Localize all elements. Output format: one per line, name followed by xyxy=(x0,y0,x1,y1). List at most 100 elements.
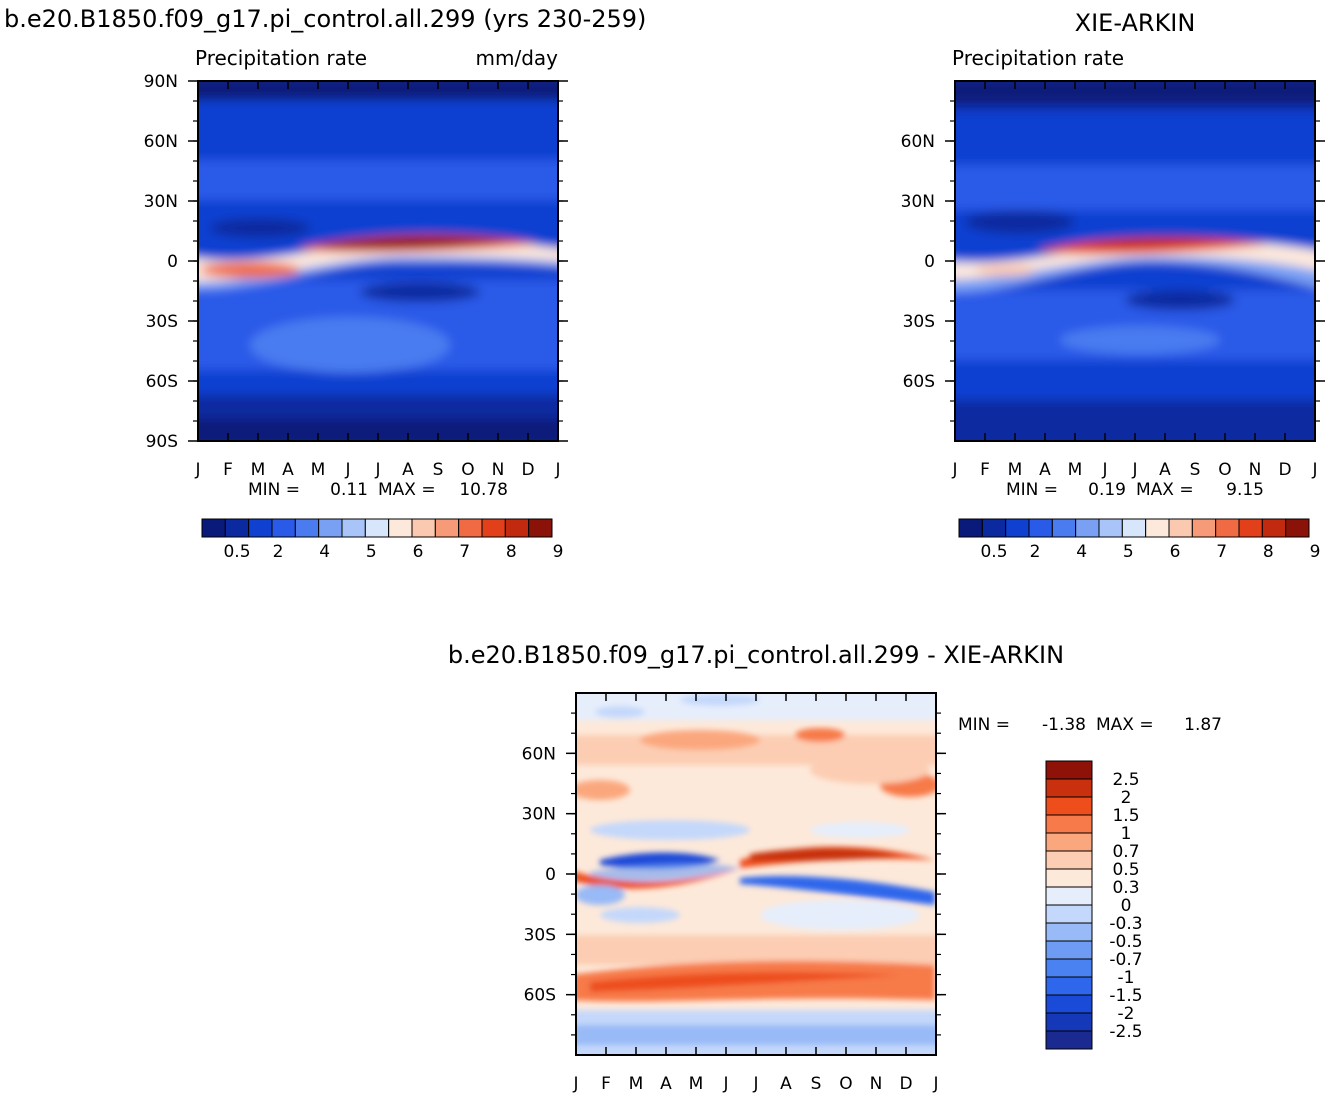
colorbar-swatch xyxy=(1051,518,1077,538)
colorbar-swatch xyxy=(294,518,320,538)
colorbar-label: 0.5 xyxy=(980,542,1007,562)
x-tick-label: A xyxy=(780,1074,792,1094)
colorbar-swatch xyxy=(1045,868,1093,888)
colorbar-swatch xyxy=(958,518,983,538)
y-tick-label: 60N xyxy=(522,744,556,764)
x-tick-label: N xyxy=(1249,460,1262,480)
y-tick-label: 30N xyxy=(522,805,556,825)
panel-model-colorbar: 0.5 2 4 5 6 7 8 9 xyxy=(201,518,563,562)
panel-diff-title: b.e20.B1850.f09_g17.pi_control.all.299 -… xyxy=(448,641,1064,669)
colorbar-swatch xyxy=(1075,518,1100,538)
panel-diff-max-label: MAX = xyxy=(1096,715,1154,735)
colorbar-swatch xyxy=(434,518,460,538)
y-tick-label: 30S xyxy=(524,925,556,945)
colorbar-label: 7 xyxy=(1216,542,1227,562)
x-tick-label: N xyxy=(870,1074,883,1094)
panel-obs-colorbar: 0.5 2 4 5 6 7 8 9 xyxy=(958,518,1321,562)
colorbar-label: 8 xyxy=(506,542,517,562)
x-tick-label: O xyxy=(1218,460,1231,480)
y-tick-label: 90N xyxy=(144,72,178,92)
x-tick-label: A xyxy=(282,460,294,480)
colorbar-swatch xyxy=(1045,850,1093,870)
panel-diff-colorbar: 2.521.510.70.50.30-0.3-0.5-0.7-1-1.5-2-2… xyxy=(1045,760,1143,1050)
panel-diff-field xyxy=(576,693,936,1055)
x-tick-label: J xyxy=(951,460,957,480)
colorbar-swatch xyxy=(1045,1030,1093,1050)
x-tick-label: O xyxy=(839,1074,852,1094)
y-tick-label: 30N xyxy=(144,192,178,212)
colorbar-swatch xyxy=(201,518,226,538)
colorbar-label: 0 xyxy=(1121,896,1132,916)
x-tick-label: F xyxy=(980,460,990,480)
panel-model-max-value: 10.78 xyxy=(459,480,508,500)
x-tick-label: A xyxy=(1039,460,1051,480)
x-tick-label: J xyxy=(932,1074,938,1094)
y-tick-label: 0 xyxy=(924,252,935,272)
y-tick-label: 60S xyxy=(524,986,556,1006)
colorbar-label: 2.5 xyxy=(1112,770,1139,790)
colorbar-label: 9 xyxy=(1310,542,1321,562)
colorbar-swatch xyxy=(1045,886,1093,906)
x-tick-label: J xyxy=(344,460,350,480)
colorbar-label: 0.7 xyxy=(1112,842,1139,862)
y-tick-label: 60N xyxy=(901,132,935,152)
x-tick-label: J xyxy=(194,460,200,480)
x-tick-label: A xyxy=(1159,460,1171,480)
x-tick-label: J xyxy=(1311,460,1317,480)
y-tick-label: 90S xyxy=(146,432,178,452)
colorbar-swatch xyxy=(1045,796,1093,816)
y-tick-label: 30N xyxy=(901,192,935,212)
colorbar-label: -0.5 xyxy=(1109,932,1142,952)
colorbar-swatch xyxy=(481,518,506,538)
panel-diff-max-value: 1.87 xyxy=(1184,715,1222,735)
colorbar-swatch xyxy=(1261,518,1287,538)
colorbar-swatch xyxy=(1168,518,1193,538)
x-tick-label: D xyxy=(521,460,534,480)
colorbar-label: 5 xyxy=(1123,542,1134,562)
panel-obs-min-label: MIN = xyxy=(1006,480,1058,500)
colorbar-swatch xyxy=(224,518,250,538)
x-tick-label: D xyxy=(1278,460,1291,480)
colorbar-swatch xyxy=(364,518,390,538)
colorbar-label: 1 xyxy=(1121,824,1132,844)
x-tick-label: A xyxy=(660,1074,672,1094)
colorbar-swatch xyxy=(388,518,413,538)
x-tick-label: M xyxy=(1068,460,1083,480)
colorbar-swatch xyxy=(1045,994,1093,1014)
colorbar-swatch xyxy=(504,518,530,538)
x-tick-label: M xyxy=(311,460,326,480)
panel-model-subtitle-left: Precipitation rate xyxy=(195,46,367,70)
x-tick-label: J xyxy=(374,460,380,480)
x-tick-label: J xyxy=(752,1074,758,1094)
x-tick-label: M xyxy=(251,460,266,480)
colorbar-label: 2 xyxy=(1121,788,1132,808)
y-tick-label: 60S xyxy=(146,372,178,392)
colorbar-label: 8 xyxy=(1263,542,1274,562)
panel-model-title: b.e20.B1850.f09_g17.pi_control.all.299 (… xyxy=(4,5,646,33)
colorbar-swatch xyxy=(1045,958,1093,978)
y-tick-label: 0 xyxy=(545,865,556,885)
panel-model-max-label: MAX = xyxy=(378,480,436,500)
colorbar-label: -0.3 xyxy=(1109,914,1142,934)
y-tick-label: 0 xyxy=(167,252,178,272)
colorbar-swatch xyxy=(1191,518,1217,538)
colorbar-swatch xyxy=(458,518,483,538)
colorbar-swatch xyxy=(1005,518,1030,538)
x-tick-label: S xyxy=(433,460,444,480)
panel-obs-title: XIE-ARKIN xyxy=(1075,9,1196,37)
x-tick-label: F xyxy=(601,1074,611,1094)
colorbar-swatch xyxy=(1045,760,1093,780)
x-tick-label: J xyxy=(722,1074,728,1094)
colorbar-label: 0.5 xyxy=(223,542,250,562)
panel-diff: b.e20.B1850.f09_g17.pi_control.all.299 -… xyxy=(448,641,1222,1094)
colorbar-swatch xyxy=(1215,518,1240,538)
colorbar-swatch xyxy=(1045,778,1093,798)
y-tick-label: 30S xyxy=(146,312,178,332)
colorbar-label: 2 xyxy=(1030,542,1041,562)
colorbar-swatch xyxy=(318,518,343,538)
x-tick-label: J xyxy=(1101,460,1107,480)
colorbar-label: -1.5 xyxy=(1109,986,1142,1006)
x-tick-label: M xyxy=(629,1074,644,1094)
